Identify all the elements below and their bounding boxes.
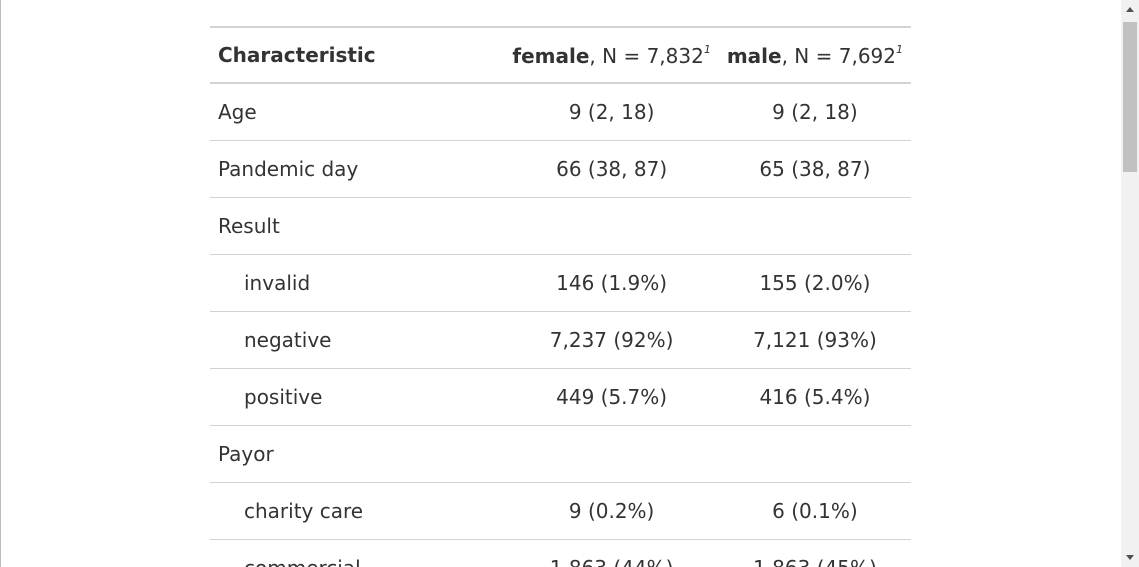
cell: 65 (38, 87): [718, 140, 911, 198]
row-label: Result: [210, 197, 505, 255]
table-row: positive 449 (5.7%) 416 (5.4%): [210, 368, 911, 426]
header-row: Characteristic female, N = 7,8321 male, N …: [210, 27, 911, 83]
scroll-arrows: [1126, 7, 1134, 560]
cell: 7,121 (93%): [718, 311, 911, 369]
cell: [504, 425, 719, 483]
cell: [718, 425, 911, 483]
row-label: Payor: [210, 425, 505, 483]
header-cell: male, N = 7,6921: [719, 27, 911, 83]
header-name: female: [512, 43, 590, 68]
row-label: negative: [210, 311, 505, 369]
cell: 449 (5.7%): [504, 368, 719, 426]
table-row: invalid 146 (1.9%) 155 (2.0%): [210, 254, 911, 312]
table-row: Payor: [210, 425, 911, 483]
scrollbar[interactable]: [1121, 0, 1139, 567]
footnote-mark: 1: [703, 42, 711, 56]
cell: 1,863 (44%): [504, 539, 719, 567]
cell: 155 (2.0%): [718, 254, 911, 312]
summary-table: Characteristic female, N = 7,8321 male, N …: [210, 26, 911, 567]
row-label: charity care: [210, 482, 505, 540]
cell: 6 (0.1%): [718, 482, 911, 540]
cell: [504, 197, 719, 255]
cell: 66 (38, 87): [504, 140, 719, 198]
cell: 416 (5.4%): [718, 368, 911, 426]
cell: [718, 197, 911, 255]
row-label: positive: [210, 368, 505, 426]
cell: 1,863 (45%): [718, 539, 911, 567]
header-n: , N = 7,692: [781, 43, 896, 68]
table-row: Age 9 (2, 18) 9 (2, 18): [210, 83, 911, 141]
header-n: , N = 7,832: [589, 43, 704, 68]
cell: 9 (0.2%): [504, 482, 719, 540]
cell: 146 (1.9%): [504, 254, 719, 312]
table-row: commercial1,863 (44%)1,863 (45%): [210, 539, 911, 567]
table-row: negative 7,237 (92%) 7,121 (93%): [210, 311, 911, 369]
header-cell: Characteristic: [210, 27, 504, 83]
scroll-thumb[interactable]: [1123, 22, 1137, 172]
header-name: male: [726, 43, 782, 68]
table-row: Pandemic day 66 (38, 87) 65 (38, 87): [210, 140, 911, 198]
cell: 9 (2, 18): [718, 83, 911, 141]
row-label: commercial: [210, 539, 505, 567]
cell: 7,237 (92%): [504, 311, 719, 369]
row-label: Age: [210, 83, 505, 141]
row-label: invalid: [210, 254, 505, 312]
table-row: Result: [210, 197, 911, 255]
footnote-mark: 1: [896, 42, 903, 56]
table-body: Age 9 (2, 18) 9 (2, 18) Pandemic day 66 (38,…: [210, 83, 911, 567]
table-row: charity care 9 (0.2%) 6 (0.1%): [210, 482, 911, 540]
row-label: Pandemic day: [210, 140, 505, 198]
cell: 9 (2, 18): [504, 83, 719, 141]
header-cell: female, N = 7,8321: [504, 27, 718, 83]
header-name: Characteristic: [218, 43, 376, 67]
